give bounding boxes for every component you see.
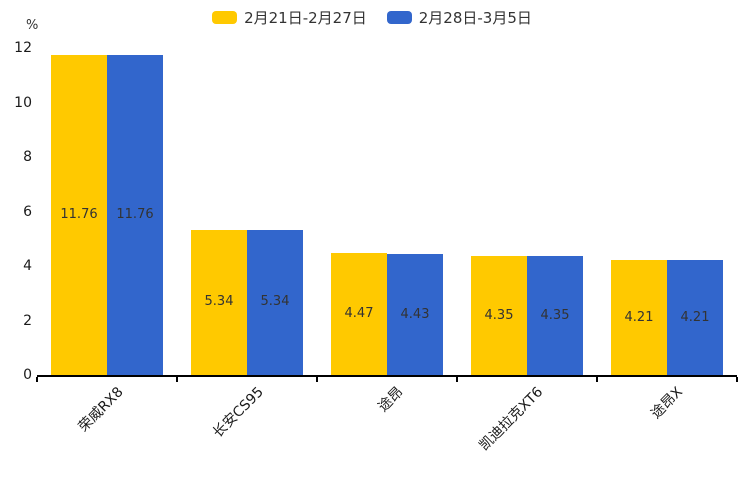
legend-item-series-1[interactable]: 2月28日-3月5日 <box>386 7 532 28</box>
y-axis-tick-label: 6 <box>23 203 32 220</box>
bar-series-1-长安CS95: 5.34 <box>247 229 303 375</box>
x-axis-tick-mark <box>596 377 598 382</box>
bar-value-label: 4.35 <box>540 307 570 323</box>
bar-series-0-凯迪拉克XT6: 4.35 <box>471 256 527 375</box>
bar-value-label: 5.34 <box>260 294 290 310</box>
x-axis-category-label: 凯迪拉克XT6 <box>476 384 547 454</box>
bar-series-0-长安CS95: 5.34 <box>191 229 247 375</box>
bar-value-label: 11.76 <box>116 206 154 222</box>
x-axis-tick-mark <box>176 377 178 382</box>
bar-value-label: 4.47 <box>344 306 374 322</box>
plot-area: 11.76 11.76 5.34 5.34 4.47 4.43 4.35 4.35 4.21 4.… <box>37 48 737 377</box>
bar-value-label: 11.76 <box>60 206 98 222</box>
bar-value-label: 4.35 <box>484 307 514 323</box>
y-axis-tick-label: 12 <box>14 40 32 56</box>
legend-swatch-icon <box>212 11 238 24</box>
legend-item-series-0[interactable]: 2月21日-2月27日 <box>212 7 367 28</box>
y-axis-tick-label: 0 <box>23 367 32 383</box>
bar-value-label: 4.21 <box>624 309 654 325</box>
bar-value-label: 5.34 <box>204 294 234 310</box>
x-axis-tick-mark <box>456 377 458 382</box>
bar-series-1-荣威RX8: 11.76 <box>107 54 163 375</box>
legend-swatch-icon <box>386 11 412 24</box>
y-axis-tick-label: 8 <box>23 149 32 165</box>
y-axis-tick-label: 10 <box>14 94 32 111</box>
x-axis-category-label: 荣威RX8 <box>75 384 127 436</box>
bar-series-0-途昂X: 4.21 <box>611 260 667 375</box>
y-axis-tick-label: 2 <box>23 312 32 329</box>
y-axis-tick-label: 4 <box>23 258 32 274</box>
x-axis-category-label: 途昂X <box>648 384 687 423</box>
x-axis-tick-mark <box>736 377 738 382</box>
bar-series-1-凯迪拉克XT6: 4.35 <box>527 256 583 375</box>
legend-label: 2月21日-2月27日 <box>244 9 367 27</box>
bar-series-1-途昂: 4.43 <box>387 254 443 375</box>
bar-series-0-荣威RX8: 11.76 <box>51 54 107 375</box>
x-axis-tick-mark <box>36 377 38 382</box>
x-axis-category-label: 长安CS95 <box>209 384 267 442</box>
x-axis-category-label: 途昂 <box>375 384 407 416</box>
bar-value-label: 4.21 <box>680 309 710 325</box>
chart-legend: 2月21日-2月27日 2月28日-3月5日 <box>0 7 744 28</box>
bar-series-0-途昂: 4.47 <box>331 253 387 375</box>
x-axis-tick-mark <box>316 377 318 382</box>
bar-series-1-途昂X: 4.21 <box>667 260 723 375</box>
bar-value-label: 4.43 <box>400 306 430 322</box>
legend-label: 2月28日-3月5日 <box>418 9 532 27</box>
y-axis-unit-label: % <box>26 18 39 33</box>
